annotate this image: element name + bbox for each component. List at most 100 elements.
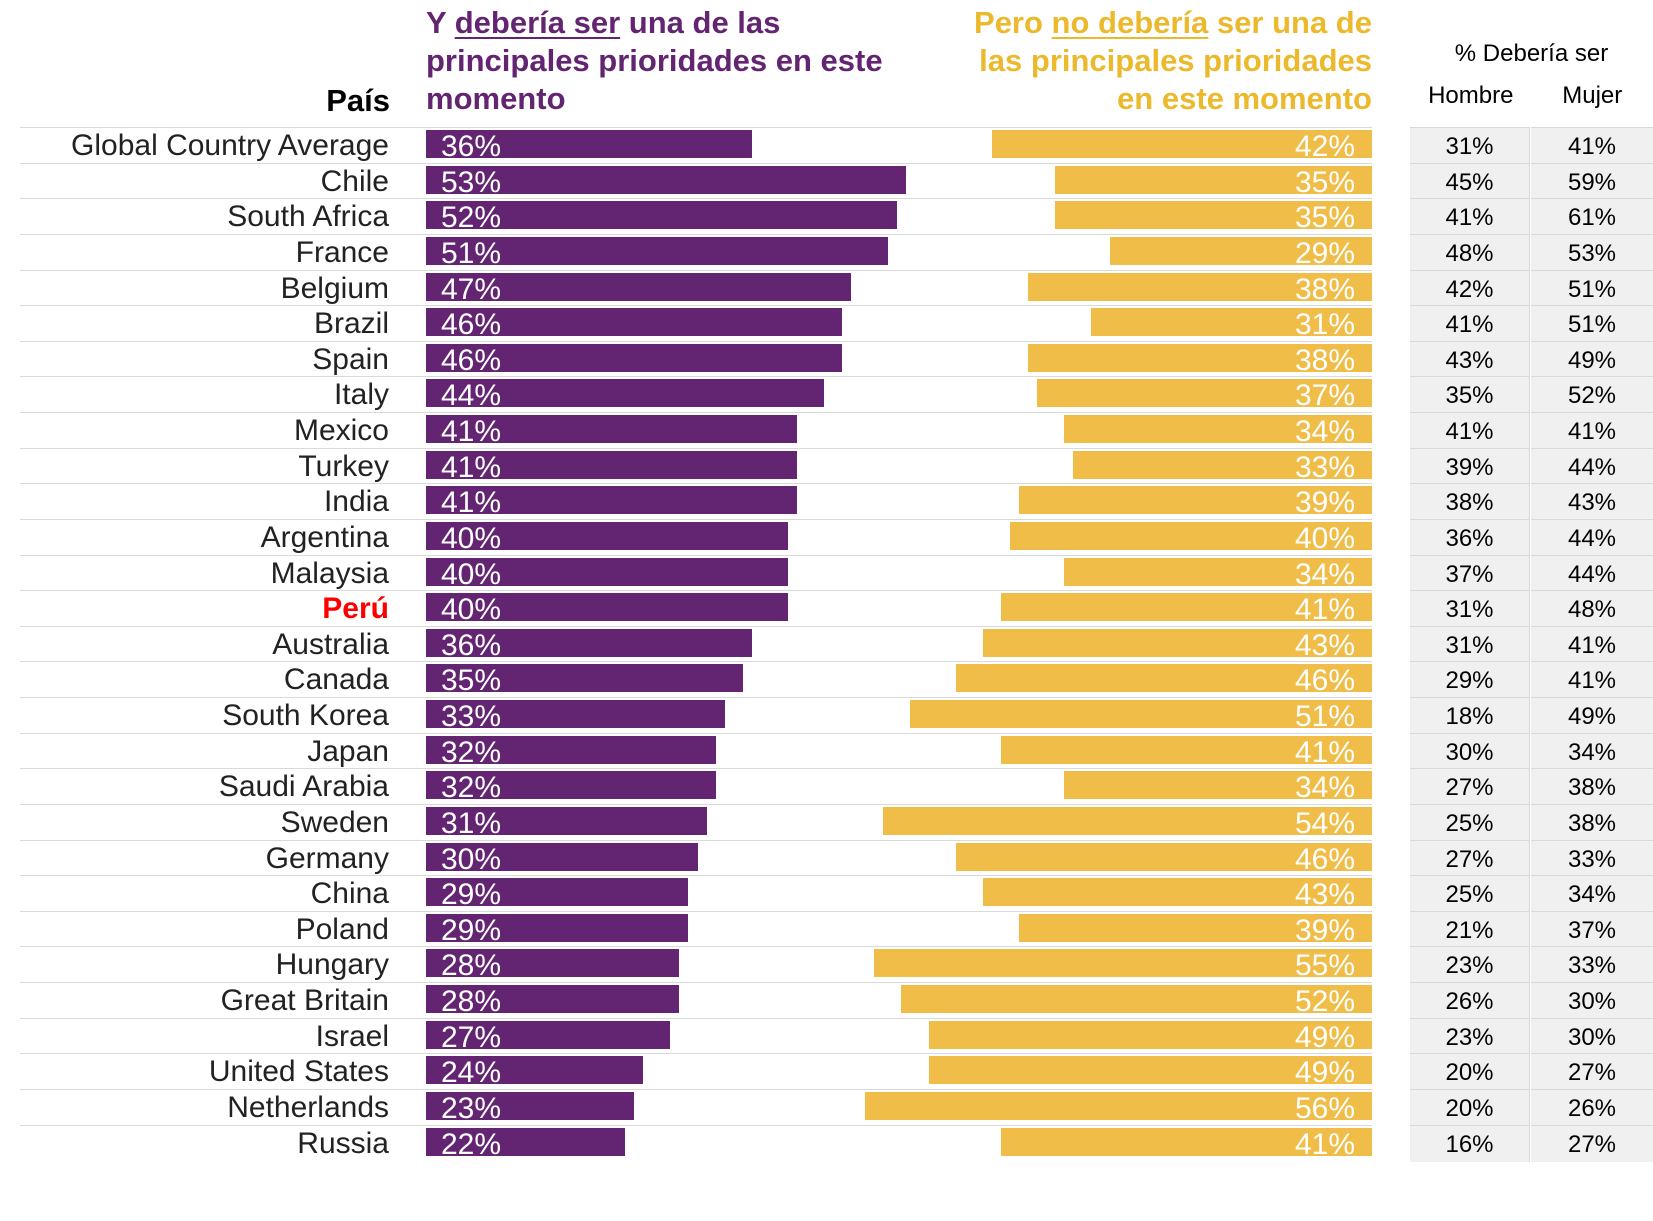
should-bar-label: 40% (441, 521, 502, 555)
should-not-bar-label: 38% (1294, 343, 1355, 377)
should-bar (426, 450, 798, 479)
should-bar (426, 379, 825, 408)
category-label: Sweden (280, 805, 389, 839)
should-bar (426, 1092, 635, 1120)
chart-row: Belgium 47% 38% 42% 51% (0, 269, 1653, 308)
women-value-cell: 38% (1531, 768, 1653, 806)
should-not-bar (991, 130, 1372, 158)
row-separator (20, 127, 1372, 128)
row-separator (20, 1089, 1372, 1090)
women-value-cell: 48% (1531, 590, 1653, 628)
women-value-cell: 30% (1531, 1017, 1653, 1056)
category-label: India (323, 485, 389, 519)
men-value-cell: 26% (1410, 982, 1530, 1020)
chart-row: Poland 29% 39% 21% 37% (0, 910, 1653, 949)
should-bar-label: 46% (441, 343, 502, 377)
women-value-cell: 27% (1531, 1053, 1653, 1091)
category-label: United States (208, 1055, 389, 1089)
should-bar-label: 31% (441, 806, 502, 840)
chart-row: Spain 46% 38% 43% 49% (0, 340, 1653, 379)
women-value-cell: 61% (1531, 198, 1653, 236)
category-label: Malaysia (270, 556, 389, 590)
row-separator (20, 412, 1372, 414)
should-not-bar (955, 842, 1372, 871)
should-not-bar-label: 43% (1294, 628, 1355, 662)
chart-row: Perú 40% 41% 31% 48% (0, 590, 1653, 628)
should-not-bar (1055, 165, 1372, 194)
category-label: Australia (272, 627, 389, 661)
should-not-bar (1109, 236, 1372, 265)
should-bar (426, 735, 716, 764)
should-bar-label: 51% (441, 236, 502, 270)
should-not-bar-label: 37% (1294, 379, 1355, 413)
should-not-bar-label: 35% (1294, 201, 1355, 235)
should-not-bar (1019, 913, 1372, 942)
men-value-cell: 20% (1410, 1089, 1530, 1127)
men-value-cell: 38% (1410, 483, 1530, 521)
women-value-cell: 38% (1531, 803, 1653, 842)
men-value-cell: 37% (1410, 554, 1530, 593)
should-not-bar-label: 39% (1294, 913, 1355, 947)
category-label: Poland (295, 912, 389, 946)
women-value-cell: 33% (1531, 946, 1653, 985)
men-value-cell: 31% (1410, 625, 1530, 664)
should-bar-label: 33% (441, 700, 502, 734)
should-not-bar-label: 29% (1294, 236, 1355, 270)
men-value-cell: 20% (1410, 1053, 1530, 1091)
women-value-cell: 49% (1531, 340, 1653, 379)
shouldnot-suffix: ser una de las principales prioridades e… (979, 5, 1372, 116)
category-label: Brazil (313, 307, 389, 341)
should-bar-label: 35% (441, 664, 502, 698)
should-bar (426, 628, 752, 657)
should-be-priority-header: Y debería ser una de las principales pri… (426, 4, 906, 118)
should-underlined: debería ser (454, 5, 621, 40)
women-value-cell: 34% (1531, 732, 1653, 771)
chart-row: Australia 36% 43% 31% 41% (0, 625, 1653, 664)
should-bar (426, 343, 843, 372)
should-not-bar-label: 52% (1294, 985, 1355, 1019)
row-separator (20, 340, 1372, 342)
should-bar (426, 1127, 626, 1156)
should-not-bar-label: 40% (1294, 521, 1355, 555)
men-value-cell: 41% (1410, 305, 1530, 343)
should-bar (426, 806, 707, 835)
should-bar (426, 201, 897, 230)
should-bar-label: 28% (441, 949, 502, 983)
should-prefix: Y (426, 5, 455, 40)
should-not-bar-label: 34% (1294, 557, 1355, 591)
category-label: Saudi Arabia (218, 770, 389, 804)
men-value-cell: 31% (1410, 590, 1530, 628)
category-label: France (295, 235, 389, 269)
shouldnot-prefix: Pero (974, 5, 1052, 40)
should-not-bar (1073, 450, 1372, 479)
should-bar (426, 842, 698, 871)
should-not-bar-label: 54% (1294, 806, 1355, 840)
category-label: Italy (333, 378, 389, 412)
men-value-cell: 31% (1410, 127, 1530, 165)
category-label: Hungary (275, 948, 389, 982)
category-label: Japan (307, 734, 389, 768)
country-column-header: País (326, 83, 390, 118)
row-separator (20, 376, 1372, 378)
should-bar (426, 521, 788, 550)
should-bar-label: 23% (441, 1092, 502, 1125)
should-bar (426, 949, 680, 978)
should-not-bar (1091, 308, 1372, 337)
row-separator (20, 625, 1372, 627)
women-value-cell: 41% (1531, 127, 1653, 165)
should-not-bar-label: 41% (1294, 1127, 1355, 1161)
women-value-cell: 37% (1531, 910, 1653, 949)
row-separator (20, 732, 1372, 734)
should-bar-label: 32% (441, 735, 502, 769)
men-value-cell: 39% (1410, 447, 1530, 486)
category-label: Turkey (298, 449, 389, 483)
chart-row: Italy 44% 37% 35% 52% (0, 376, 1653, 414)
should-not-bar (955, 664, 1372, 693)
should-bar-label: 40% (441, 557, 502, 591)
women-value-cell: 41% (1531, 661, 1653, 700)
category-label: Belgium (280, 271, 389, 305)
men-value-cell: 30% (1410, 732, 1530, 771)
chart-row: China 29% 43% 25% 34% (0, 875, 1653, 913)
should-not-bar (1037, 379, 1372, 408)
